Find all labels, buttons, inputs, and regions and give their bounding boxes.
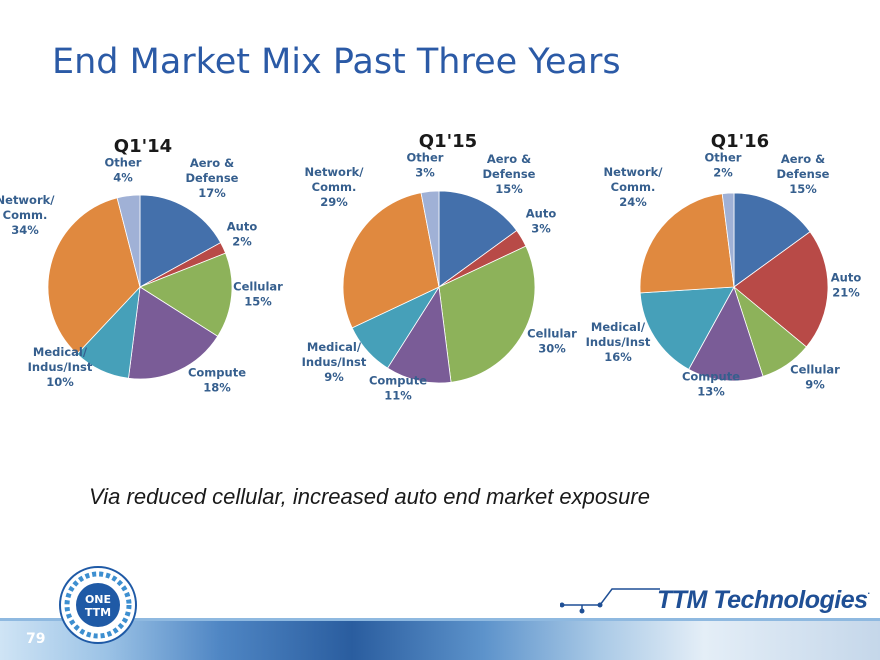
- pie-slice-other: [721, 192, 735, 288]
- pie-slice-cellular: [438, 245, 536, 383]
- slice-label-compute: Compute 11%: [369, 374, 427, 403]
- pie-slice-compute: [128, 286, 219, 380]
- slice-label-medical: Medical/Indus/Inst 9%: [302, 340, 367, 384]
- pie-charts: Q1'14 Aero & Defense 17% Auto 2% Cellular 15% Co…: [0, 131, 862, 403]
- slice-label-auto: Auto 2%: [227, 220, 258, 249]
- pie-slice-aero-defense: [139, 194, 222, 288]
- chart-title: Q1'15: [419, 131, 477, 152]
- logo-text-bottom: TTM: [85, 606, 111, 619]
- slide-number: 79: [26, 631, 46, 647]
- pie-slice-cellular: [139, 252, 233, 337]
- slice-label-other: Other 4%: [105, 156, 142, 185]
- slide-caption: Via reduced cellular, increased auto end…: [89, 484, 650, 509]
- logo-text-top: ONE: [85, 593, 111, 606]
- pie-slice-network: [342, 192, 440, 329]
- slice-label-auto: Auto 3%: [526, 207, 557, 236]
- pie-chart-2: Q1'15 Aero & Defense 15% Auto 3% Cellular 30% Co…: [302, 131, 578, 403]
- slice-label-compute: Compute 18%: [188, 366, 246, 395]
- one-ttm-logo: ONE TTM: [59, 566, 137, 644]
- pie-slice-aero-defense: [438, 190, 518, 288]
- circuit-decoration: [560, 588, 660, 614]
- slice-label-medical: Medical/Indus/Inst 10%: [28, 345, 93, 389]
- chart-title: Q1'14: [114, 136, 172, 157]
- pie-slice-aero-defense: [733, 192, 811, 288]
- slice-label-network: Network/Comm. 24%: [604, 165, 664, 209]
- brand-mark: .: [867, 586, 871, 596]
- pie-chart-1: Q1'14 Aero & Defense 17% Auto 2% Cellular 15% Co…: [0, 136, 283, 395]
- slice-label-compute: Compute 13%: [682, 370, 740, 399]
- pie-slice-network: [639, 193, 735, 294]
- slice-label-network: Network/Comm. 29%: [305, 165, 365, 209]
- slice-label-medical: Medical/Indus/Inst 16%: [586, 320, 651, 364]
- brand-logo: TTM Technologies.: [657, 586, 870, 615]
- slice-label-cellular: Cellular 30%: [527, 327, 577, 356]
- pie-slice-auto: [733, 231, 829, 348]
- pie-slice-medical: [639, 286, 735, 370]
- slide-title: End Market Mix Past Three Years: [52, 42, 621, 82]
- slice-label-other: Other 3%: [407, 151, 444, 180]
- pie-slice-compute: [387, 285, 452, 384]
- footer-stripe: [0, 618, 880, 621]
- slice-label-other: Other 2%: [705, 151, 742, 180]
- brand-name: TTM Technologies: [657, 586, 868, 614]
- pie-chart-3: Q1'16 Aero & Defense 15% Auto 21% Cellular 9% Co…: [586, 131, 862, 399]
- slice-label-aero-defense: Aero & Defense 17%: [186, 156, 239, 200]
- footer-banner: [0, 618, 880, 660]
- slice-label-cellular: Cellular 15%: [233, 280, 283, 309]
- slice-label-aero-defense: Aero & Defense 15%: [777, 152, 830, 196]
- pie-slice-other: [420, 190, 440, 288]
- pie-slice-compute: [688, 285, 764, 382]
- slice-label-network: Network/Comm. 34%: [0, 193, 55, 237]
- slice-label-auto: Auto 21%: [831, 271, 862, 300]
- pie-slice-network: [47, 197, 141, 355]
- slice-label-cellular: Cellular 9%: [790, 363, 840, 392]
- pie-slice-other: [116, 194, 141, 288]
- chart-title: Q1'16: [711, 131, 769, 152]
- slice-label-aero-defense: Aero & Defense 15%: [483, 152, 536, 196]
